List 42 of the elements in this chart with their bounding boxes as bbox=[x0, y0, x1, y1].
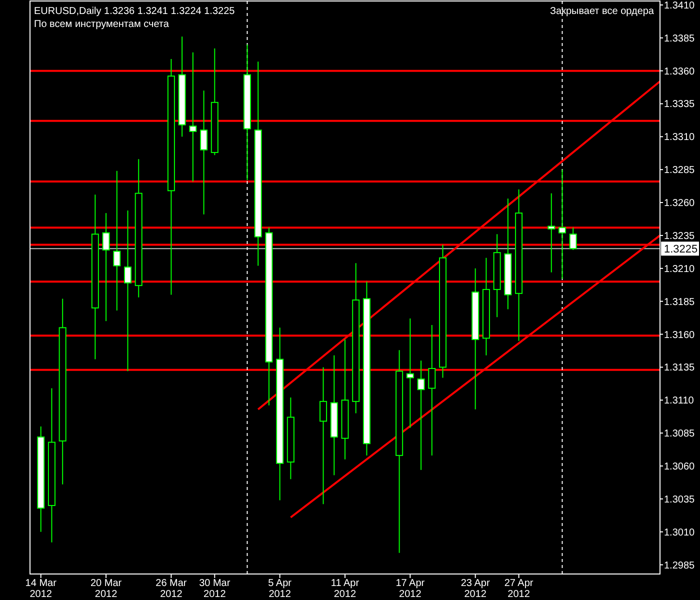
y-tick-label: 1.3285 bbox=[664, 165, 696, 176]
y-tick-label: 1.3185 bbox=[664, 296, 696, 308]
candlestick bbox=[113, 170, 121, 312]
x-tick-label: 23 Apr 2012 bbox=[460, 578, 490, 600]
y-tick-label: 1.2985 bbox=[664, 560, 696, 572]
y-tick-label: 1.3360 bbox=[664, 66, 696, 78]
x-tick-label: 26 Mar 2012 bbox=[156, 578, 188, 600]
text: EURUSD,Daily 1.3236 1.3241 1.3224 1.3225 bbox=[34, 6, 236, 17]
y-tick-label: 1.3310 bbox=[664, 132, 696, 144]
y-tick-label: 1.3110 bbox=[664, 396, 694, 407]
y-tick-label: 1.3385 bbox=[664, 33, 696, 44]
y-tick-label: 1.3060 bbox=[664, 461, 696, 472]
y-tick-label: 1.3010 bbox=[664, 527, 696, 538]
candlestick bbox=[428, 324, 436, 456]
candlestick bbox=[102, 212, 110, 322]
x-tick-label: 27 Apr 2012 bbox=[504, 578, 534, 600]
x-tick-label: 5 Apr 2012 bbox=[268, 578, 292, 600]
candlestick bbox=[406, 318, 414, 428]
x-tick-label: 11 Apr 2012 bbox=[330, 578, 360, 600]
candlestick bbox=[320, 366, 328, 505]
y-tick-label: 1.3085 bbox=[664, 428, 696, 440]
annotation: Закрывает все ордера bbox=[550, 6, 654, 17]
y-tick-label: 1.3035 bbox=[664, 494, 696, 506]
y-tick-label: 1.3410 bbox=[664, 0, 696, 12]
candlestick bbox=[417, 360, 425, 470]
x-tick-label: 14 Mar 2012 bbox=[25, 578, 58, 600]
x-tick-label: 20 Mar 2012 bbox=[90, 578, 122, 600]
candlestick bbox=[569, 227, 577, 250]
y-tick-label: 1.3235 bbox=[664, 230, 696, 242]
annotation: По всем инструментам счета bbox=[34, 19, 170, 30]
y-tick-label: 1.3210 bbox=[664, 264, 696, 275]
candlestick bbox=[124, 210, 132, 372]
x-tick-label: 30 Mar 2012 bbox=[199, 578, 231, 600]
candlestick bbox=[189, 52, 197, 182]
y-tick-label: 1.3135 bbox=[664, 362, 696, 374]
y-tick-label: 1.3335 bbox=[664, 99, 696, 110]
x-tick-label: 17 Apr 2012 bbox=[396, 578, 426, 600]
y-tick-label: 1.3260 bbox=[664, 198, 696, 210]
y-tick-label: 1.3160 bbox=[664, 330, 696, 341]
candlestick bbox=[200, 90, 208, 215]
candlestick bbox=[548, 192, 556, 273]
ref-line-label: 1.3225 bbox=[664, 243, 698, 256]
